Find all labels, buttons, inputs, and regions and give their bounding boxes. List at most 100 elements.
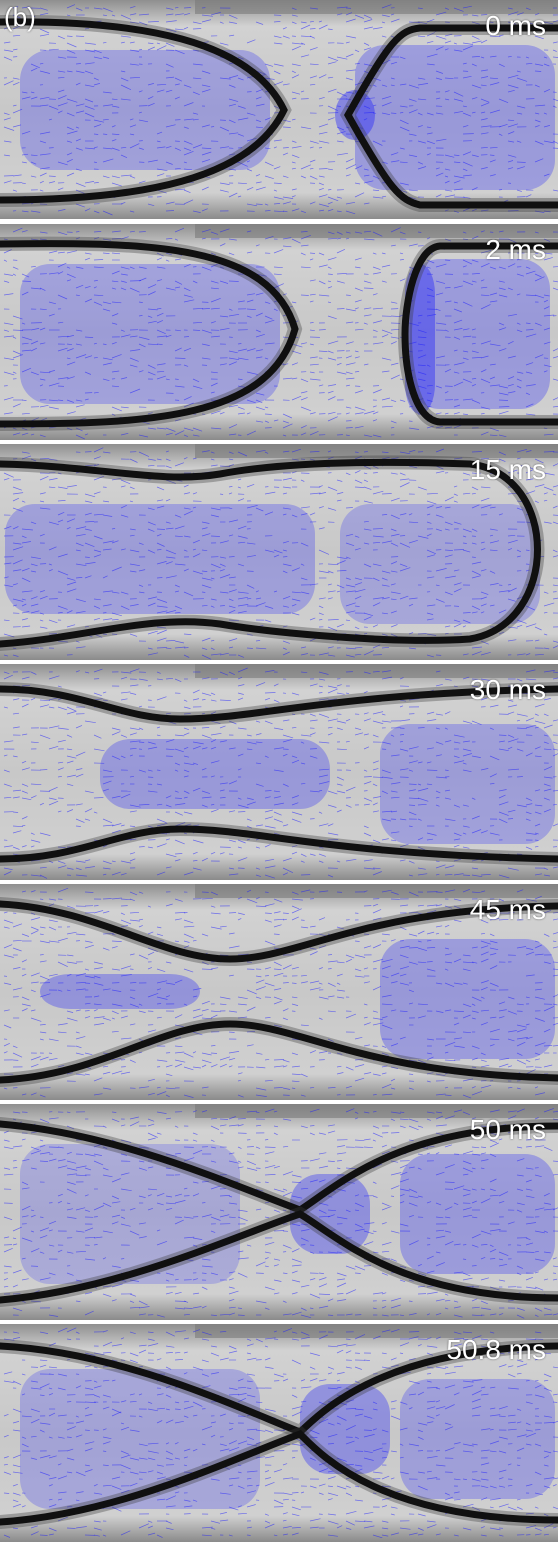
velocity-vector xyxy=(534,13,540,16)
velocity-vector xyxy=(291,195,296,198)
velocity-vector xyxy=(183,647,189,649)
velocity-vector xyxy=(192,787,201,792)
velocity-vector xyxy=(291,996,298,999)
velocity-vector xyxy=(435,864,446,869)
velocity-vector xyxy=(21,182,26,185)
velocity-vector xyxy=(183,147,192,152)
velocity-vector xyxy=(264,301,271,304)
velocity-vector xyxy=(102,378,110,382)
velocity-vector xyxy=(363,1016,368,1019)
velocity-vector xyxy=(462,748,472,752)
velocity-vector xyxy=(363,712,369,715)
velocity-vector xyxy=(372,535,384,538)
velocity-vector xyxy=(246,1006,256,1012)
velocity-vector xyxy=(228,1124,239,1127)
velocity-vector xyxy=(453,500,458,503)
velocity-vector xyxy=(480,497,490,502)
velocity-vector xyxy=(309,430,319,436)
velocity-vector xyxy=(3,576,9,579)
velocity-vector xyxy=(3,1130,9,1134)
velocity-vector xyxy=(336,989,345,992)
velocity-vector xyxy=(156,375,166,380)
velocity-vector xyxy=(21,427,28,431)
velocity-vector xyxy=(507,867,519,871)
velocity-vector xyxy=(237,727,247,730)
velocity-vector xyxy=(291,188,297,191)
velocity-vector xyxy=(201,968,213,970)
velocity-vector xyxy=(372,342,384,345)
velocity-vector xyxy=(57,727,69,730)
velocity-vector xyxy=(417,1195,423,1198)
velocity-vector xyxy=(12,726,20,729)
velocity-vector xyxy=(210,891,218,896)
velocity-vector xyxy=(264,1058,270,1061)
velocity-vector xyxy=(462,1014,471,1019)
velocity-vector xyxy=(435,292,444,296)
velocity-vector xyxy=(498,230,504,233)
velocity-vector xyxy=(129,775,135,778)
velocity-vector xyxy=(453,285,463,289)
velocity-vector xyxy=(534,1117,539,1120)
velocity-vector xyxy=(192,427,203,432)
velocity-vector xyxy=(183,940,190,943)
velocity-vector xyxy=(255,244,260,247)
velocity-vector xyxy=(66,335,74,338)
velocity-vector xyxy=(471,486,479,491)
velocity-vector xyxy=(534,746,541,750)
velocity-vector xyxy=(507,539,518,544)
velocity-vector xyxy=(138,918,144,921)
velocity-vector xyxy=(102,988,111,991)
velocity-vector xyxy=(354,14,365,19)
velocity-vector xyxy=(354,1272,361,1274)
velocity-vector xyxy=(462,42,474,45)
velocity-vector xyxy=(246,647,253,649)
velocity-vector xyxy=(300,926,309,929)
velocity-vector xyxy=(318,774,328,778)
velocity-vector xyxy=(309,35,315,39)
velocity-vector xyxy=(471,797,476,800)
velocity-vector xyxy=(471,328,476,331)
velocity-vector xyxy=(408,797,419,799)
velocity-vector xyxy=(363,945,372,949)
velocity-vector xyxy=(93,294,104,297)
velocity-vector xyxy=(399,126,410,132)
velocity-vector xyxy=(21,1003,31,1007)
velocity-vector xyxy=(192,762,199,765)
velocity-vector xyxy=(156,783,162,786)
velocity-vector xyxy=(345,41,350,44)
velocity-vector xyxy=(39,595,48,600)
vector-density-region xyxy=(5,504,315,614)
velocity-vector xyxy=(210,598,217,601)
velocity-vector xyxy=(84,42,96,45)
velocity-vector xyxy=(291,63,301,67)
velocity-vector xyxy=(327,1195,333,1198)
velocity-vector xyxy=(525,413,536,416)
velocity-vector xyxy=(210,926,222,930)
velocity-vector xyxy=(183,968,194,973)
velocity-vector xyxy=(201,19,212,23)
velocity-vector xyxy=(111,795,121,799)
velocity-vector xyxy=(57,519,64,523)
velocity-vector xyxy=(471,996,482,1002)
velocity-vector xyxy=(237,117,249,121)
velocity-vector xyxy=(174,898,183,902)
velocity-vector xyxy=(300,425,307,429)
velocity-vector xyxy=(156,822,168,827)
velocity-vector xyxy=(201,692,212,696)
velocity-vector xyxy=(201,1052,212,1056)
velocity-vector xyxy=(435,263,447,268)
velocity-vector xyxy=(57,860,66,864)
velocity-vector xyxy=(147,203,155,207)
velocity-vector xyxy=(327,201,333,205)
velocity-vector xyxy=(183,84,192,88)
velocity-vector xyxy=(390,362,399,366)
velocity-vector xyxy=(489,933,495,937)
velocity-vector xyxy=(120,273,128,276)
velocity-vector xyxy=(111,139,117,142)
velocity-vector xyxy=(282,434,287,437)
velocity-vector xyxy=(264,235,274,240)
velocity-vector xyxy=(75,168,83,172)
vector-density-region xyxy=(20,1144,240,1284)
velocity-vector xyxy=(12,1145,23,1148)
velocity-vector xyxy=(525,623,537,628)
